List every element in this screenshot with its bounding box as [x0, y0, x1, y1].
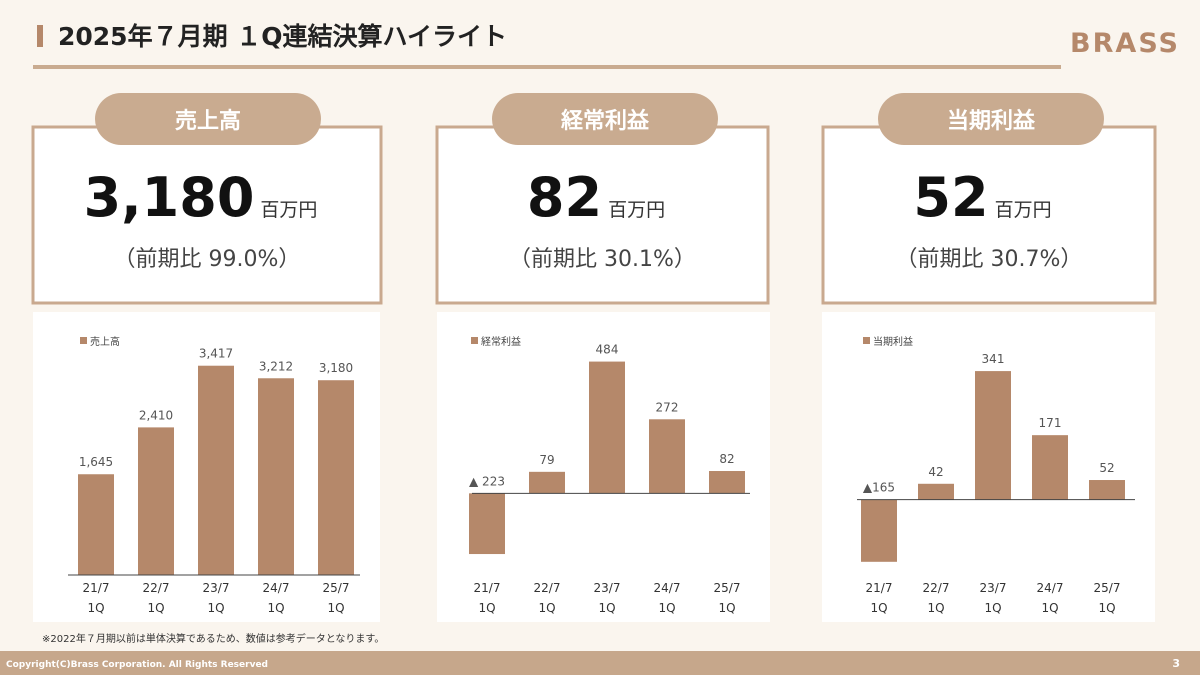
x-tick-label: 24/7 1Q — [654, 581, 681, 615]
bar — [1032, 435, 1068, 500]
x-tick-label: 24/7 1Q — [263, 581, 290, 615]
legend-label: 当期利益 — [873, 335, 913, 348]
legend-label: 売上高 — [90, 335, 120, 348]
footer-bar — [0, 651, 1200, 675]
bar — [318, 380, 354, 575]
logo: BRASS — [1070, 28, 1180, 59]
legend-swatch — [471, 337, 478, 344]
data-label: 2,410 — [139, 408, 173, 422]
card-label: 売上高 — [175, 108, 241, 134]
bar — [861, 499, 897, 562]
data-label: 341 — [982, 352, 1005, 366]
x-tick-label: 23/7 1Q — [203, 581, 230, 615]
card — [435, 125, 770, 305]
title-underline — [33, 65, 1061, 69]
legend-label: 経常利益 — [481, 335, 521, 348]
card-value: 52 — [913, 166, 988, 229]
x-tick-label: 25/7 1Q — [1094, 581, 1121, 615]
bar — [918, 483, 954, 500]
bar — [138, 427, 174, 575]
x-tick-label: 22/7 1Q — [534, 581, 561, 615]
card-comparison: （前期比 30.1%） — [509, 247, 696, 272]
card-label-pill — [492, 93, 718, 145]
card-label: 当期利益 — [947, 108, 1036, 134]
copyright: Copyright(C)Brass Corporation. All Right… — [6, 660, 268, 670]
data-label: 52 — [1099, 461, 1114, 475]
bar — [1089, 480, 1125, 500]
bar — [469, 493, 505, 555]
card-value: 3,180 — [84, 166, 255, 229]
x-tick-label: 21/7 1Q — [83, 581, 110, 615]
data-label: 79 — [539, 453, 554, 467]
card-unit: 百万円 — [608, 199, 665, 221]
data-label: ▲ 223 — [469, 474, 505, 488]
data-label: 3,180 — [319, 361, 353, 375]
card-unit: 百万円 — [995, 199, 1052, 221]
x-tick-label: 21/7 1Q — [474, 581, 501, 615]
x-tick-label: 22/7 1Q — [143, 581, 170, 615]
bar — [709, 471, 745, 494]
legend-swatch — [863, 337, 870, 344]
data-label: 3,417 — [199, 347, 233, 361]
card-comparison: （前期比 99.0%） — [114, 247, 301, 272]
title-marker — [37, 25, 43, 47]
data-label: 272 — [656, 400, 679, 414]
card-label-pill — [95, 93, 321, 145]
legend-swatch — [80, 337, 87, 344]
data-label: 1,645 — [79, 455, 113, 469]
data-label: 42 — [928, 465, 943, 479]
slide-title: 2025年７月期 １Q連結決算ハイライト — [58, 22, 507, 51]
bar — [589, 361, 625, 494]
x-tick-label: 23/7 1Q — [594, 581, 621, 615]
card — [821, 125, 1157, 305]
card-value: 82 — [527, 166, 602, 229]
data-label: 171 — [1039, 416, 1062, 430]
page-number: 3 — [1172, 657, 1180, 670]
bar — [649, 419, 685, 494]
bar — [529, 471, 565, 494]
x-tick-label: 25/7 1Q — [323, 581, 350, 615]
card-unit: 百万円 — [260, 199, 317, 221]
bar — [78, 474, 114, 575]
x-tick-label: 25/7 1Q — [714, 581, 741, 615]
card — [31, 125, 383, 305]
bar — [975, 371, 1011, 500]
footnote: ※2022年７月期以前は単体決算であるため、数値は参考データとなります。 — [42, 632, 384, 645]
card-comparison: （前期比 30.7%） — [896, 247, 1083, 272]
data-label: ▲165 — [863, 481, 895, 495]
bar — [258, 378, 294, 575]
x-tick-label: 22/7 1Q — [923, 581, 950, 615]
card-label: 経常利益 — [560, 108, 650, 134]
data-label: 3,212 — [259, 359, 293, 373]
card-label-pill — [878, 93, 1104, 145]
x-tick-label: 23/7 1Q — [980, 581, 1007, 615]
bar — [198, 365, 234, 575]
x-tick-label: 21/7 1Q — [866, 581, 893, 615]
data-label: 484 — [596, 343, 619, 357]
data-label: 82 — [719, 452, 734, 466]
x-tick-label: 24/7 1Q — [1037, 581, 1064, 615]
